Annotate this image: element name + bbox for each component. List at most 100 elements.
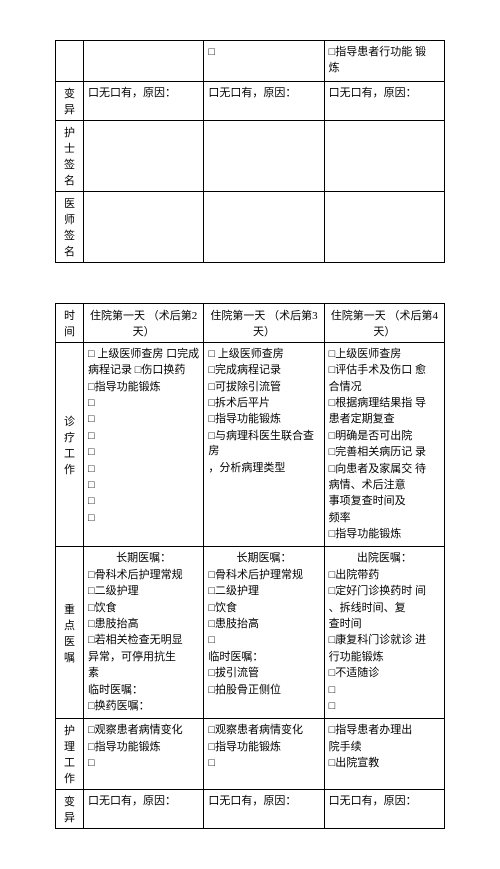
cell: □观察患者病情变化 □指导功能锻炼□ — [204, 719, 324, 790]
text-line: □ — [88, 429, 199, 444]
cell: 口无口有，原因： — [324, 790, 444, 829]
cell: □上级医师查房□评估手术及伤口 愈合情况□根据病理结果指 导患者定期复查□明确是… — [324, 342, 444, 547]
cell — [84, 120, 204, 191]
cell: 出院医嘱：□出院带药□定好门诊换药时 间、拆线时间、复查时间□康复科门诊就诊 进… — [324, 547, 444, 719]
cell — [204, 191, 324, 262]
text-line: □ — [88, 445, 199, 460]
header-time: 时间 — [56, 303, 84, 342]
header-c2: 住院第一天 （术后第3天） — [204, 303, 324, 342]
text-line: □ — [88, 494, 199, 509]
cell — [324, 120, 444, 191]
text-line: □ — [88, 396, 199, 411]
text-line: 临时医嘱： — [88, 683, 199, 698]
row-label: 重点医 嘱 — [56, 547, 84, 719]
text-line: 病程记录 □伤口换药 — [88, 363, 199, 378]
text-line: □ — [88, 756, 199, 771]
text-line: □饮食 — [88, 601, 199, 616]
text-line: □ 上级医师查房 口完成 — [88, 347, 199, 362]
cell: □指导患者办理出院手续□出院宣教 — [324, 719, 444, 790]
cell-title: 长期医嘱： — [88, 551, 199, 566]
text-line: 口无口有，原因： — [208, 794, 319, 809]
text-line: □观察患者病情变化 — [208, 723, 319, 738]
header-c1: 住院第一天 （术后第2天） — [84, 303, 204, 342]
text-line: □向患者及家属交 待 — [329, 462, 440, 477]
text-line: □指导功能锻炼 — [208, 740, 319, 755]
cell: □ 上级医师查房□完成病程记录□可拔除引流管□拆术后平片□指导功能锻炼□与病理科… — [204, 342, 324, 547]
text-line: □评估手术及伤口 愈 — [329, 363, 440, 378]
text-line: □ — [88, 478, 199, 493]
text-line: □患肢抬高 — [208, 617, 319, 632]
text-line: 口无口有，原因： — [88, 86, 199, 101]
cell — [84, 41, 204, 82]
text-line: □不适随诊 — [329, 666, 440, 681]
table-row: 医师签名 — [56, 191, 445, 262]
text-line: 事项复查时间及 — [329, 494, 440, 509]
text-line: □指导功能锻炼 — [208, 412, 319, 427]
row-label: 医师签名 — [56, 191, 84, 262]
row-label: 护理工作 — [56, 719, 84, 790]
text-line: □指导功能锻炼 — [88, 740, 199, 755]
text-line: 口无口有，原因： — [208, 86, 319, 101]
cell-title: 出院医嘱： — [329, 551, 440, 566]
text-line: □完成病程记录 — [208, 363, 319, 378]
text-line: 、拆线时间、复 — [329, 601, 440, 616]
text-line: 行功能锻炼 — [329, 650, 440, 665]
text-line: □二级护理 — [88, 584, 199, 599]
text-line: □与病理科医生联合查 房 — [208, 429, 319, 460]
text-line: □上级医师查房 — [329, 347, 440, 362]
cell: □ 上级医师查房 口完成病程记录 □伤口换药□指导功能锻炼□□□□□□□□ — [84, 342, 204, 547]
table-row: □ □指导患者行功能 锻炼 — [56, 41, 445, 82]
table-top: □□指导患者行功能 锻炼变异口无口有，原因：口无口有，原因：口无口有，原因：护士… — [55, 40, 445, 263]
text-line: 病情、术后注意 — [329, 478, 440, 493]
text-line: □若相关检查无明显 — [88, 633, 199, 648]
text-line: □明确是否可出院 — [329, 429, 440, 444]
text-line: □患肢抬高 — [88, 617, 199, 632]
text-line: 临时医嘱： — [208, 650, 319, 665]
text-line: □ — [208, 756, 319, 771]
text-line: 合情况 — [329, 380, 440, 395]
cell: 口无口有，原因： — [204, 790, 324, 829]
text-line: □ — [88, 412, 199, 427]
header-c3: 住院第一天 （术后第4天） — [324, 303, 444, 342]
row-label: 护士签名 — [56, 120, 84, 191]
row-label: 变异 — [56, 790, 84, 829]
text-line: 炼 — [329, 61, 440, 76]
table-row: 变异口无口有，原因：口无口有，原因：口无口有，原因： — [56, 81, 445, 120]
text-line: □出院宣教 — [329, 756, 440, 771]
text-line: 查时间 — [329, 617, 440, 632]
text-line: □ 上级医师查房 — [208, 347, 319, 362]
text-line: □ — [88, 511, 199, 526]
text-line: 频率 — [329, 511, 440, 526]
text-line: □ — [88, 462, 199, 477]
text-line: □指导患者办理出 — [329, 723, 440, 738]
text-line: □ — [208, 45, 319, 60]
text-line: □ — [329, 699, 440, 714]
cell: 长期医嘱：□骨科术后护理常规□二级护理□饮食□患肢抬高□临时医嘱：□拔引流管□拍… — [204, 547, 324, 719]
cell: □指导患者行功能 锻炼 — [324, 41, 444, 82]
text-line: □骨科术后护理常规 — [88, 568, 199, 583]
cell: 长期医嘱：□骨科术后护理常规□二级护理□饮食□患肢抬高□若相关检查无明显异常，可… — [84, 547, 204, 719]
table-main: 时间 住院第一天 （术后第2天） 住院第一天 （术后第3天） 住院第一天 （术后… — [55, 303, 445, 830]
text-line: □ — [208, 633, 319, 648]
row-label: 诊疗工作 — [56, 342, 84, 547]
text-line: □ — [329, 683, 440, 698]
text-line: □换药医嘱： — [88, 699, 199, 714]
text-line: □指导功能锻炼 — [329, 527, 440, 542]
text-line: □拔引流管 — [208, 666, 319, 681]
text-line: □拍股骨正侧位 — [208, 683, 319, 698]
table-row: 护理工作□观察患者病情变化□指导功能锻炼□□观察患者病情变化□指导功能锻炼□□指… — [56, 719, 445, 790]
cell: 口无口有，原因： — [84, 790, 204, 829]
table-row: 诊疗工作□ 上级医师查房 口完成病程记录 □伤口换药□指导功能锻炼□□□□□□□… — [56, 342, 445, 547]
text-line: □指导功能锻炼 — [88, 380, 199, 395]
text-line: □二级护理 — [208, 584, 319, 599]
text-line: ，分析病理类型 — [208, 461, 319, 476]
table-row: 护士签名 — [56, 120, 445, 191]
text-line: □根据病理结果指 导 — [329, 396, 440, 411]
text-line: □骨科术后护理常规 — [208, 568, 319, 583]
text-line: □定好门诊换药时 间 — [329, 584, 440, 599]
cell: 口无口有，原因： — [324, 81, 444, 120]
cell — [84, 191, 204, 262]
text-line: 口无口有，原因： — [329, 794, 440, 809]
cell: □观察患者病情变化□指导功能锻炼□ — [84, 719, 204, 790]
text-line: □康复科门诊就诊 进 — [329, 633, 440, 648]
